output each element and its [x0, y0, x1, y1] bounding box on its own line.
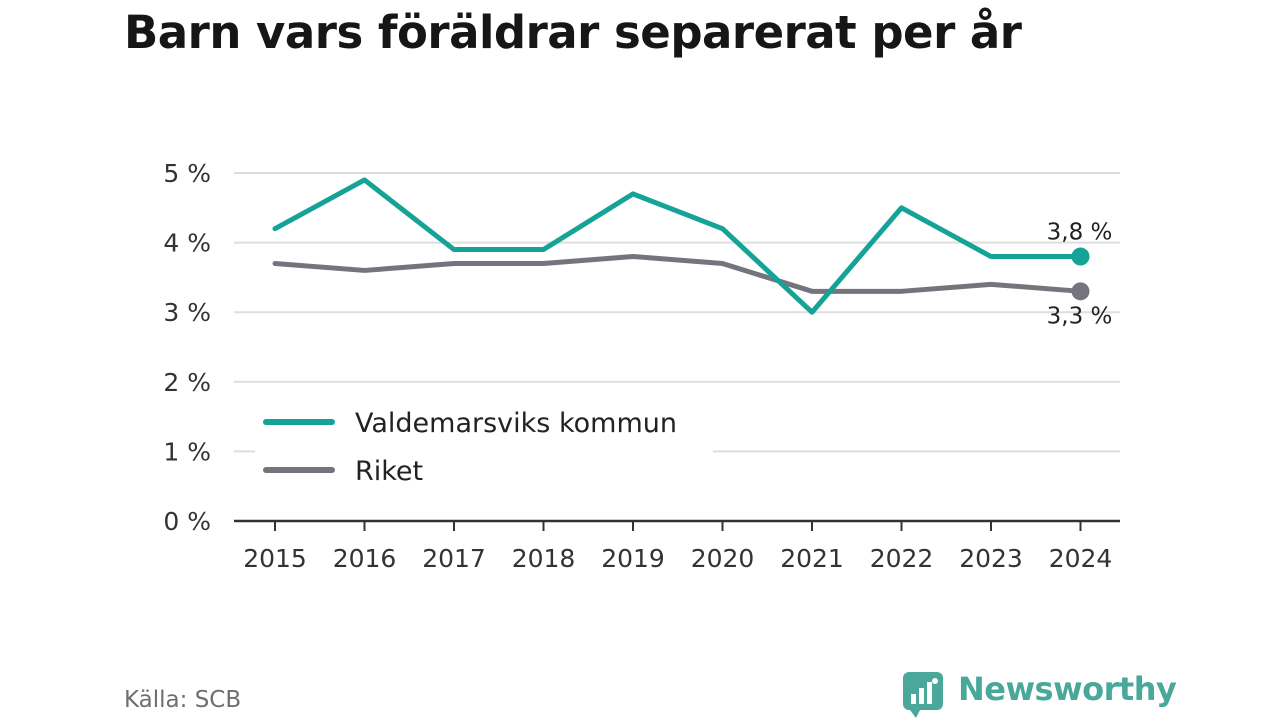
series-end-marker [1071, 282, 1090, 301]
line-chart: 0 %1 %2 %3 %4 %5 % 2015 2016 2017 2018 2019 2… [163, 159, 1120, 573]
x-tick-label: 2021 [780, 544, 844, 573]
data-labels: 3,8 % 3,3 % [1047, 220, 1113, 330]
x-tick-label: 2022 [870, 544, 934, 573]
x-tick-label: 2015 [243, 544, 307, 573]
y-tick-label: 2 % [163, 368, 211, 397]
x-tick-label: 2020 [691, 544, 755, 573]
series-end-marker [1071, 247, 1090, 266]
series-lines [272, 177, 1090, 315]
data-label: 3,8 % [1047, 220, 1113, 246]
x-tick-label: 2023 [959, 544, 1023, 573]
x-tick-label: 2017 [422, 544, 486, 573]
x-tick-label: 2019 [601, 544, 665, 573]
x-axis: 2015 2016 2017 2018 2019 2020 2021 2022 2023 2024 [234, 519, 1120, 573]
series-line [272, 254, 1083, 294]
legend-label: Valdemarsviks kommun [355, 408, 677, 439]
brand-logo: Newsworthy [902, 670, 1177, 718]
y-tick-label: 3 % [163, 298, 211, 327]
x-tick-label: 2016 [333, 544, 397, 573]
legend-label: Riket [355, 456, 423, 487]
y-tick-label: 1 % [163, 437, 211, 466]
chart-title: Barn vars föräldrar separerat per år [124, 6, 1022, 59]
x-tick-label: 2024 [1049, 544, 1113, 573]
y-axis-ticks: 0 % 1 % 2 % 3 % 4 % 5 % [163, 159, 211, 536]
series-line [272, 177, 1083, 315]
source-note: Källa: SCB [124, 687, 242, 713]
y-tick-label: 4 % [163, 229, 211, 258]
y-tick-label: 5 % [163, 159, 211, 188]
bar-chart-badge-icon [903, 672, 943, 718]
brand-name: Newsworthy [958, 670, 1177, 708]
legend: Valdemarsviks kommun Riket [255, 400, 713, 496]
y-tick-label: 0 % [163, 507, 211, 536]
data-label: 3,3 % [1047, 303, 1113, 329]
legend-background [255, 400, 713, 496]
x-tick-label: 2018 [512, 544, 576, 573]
